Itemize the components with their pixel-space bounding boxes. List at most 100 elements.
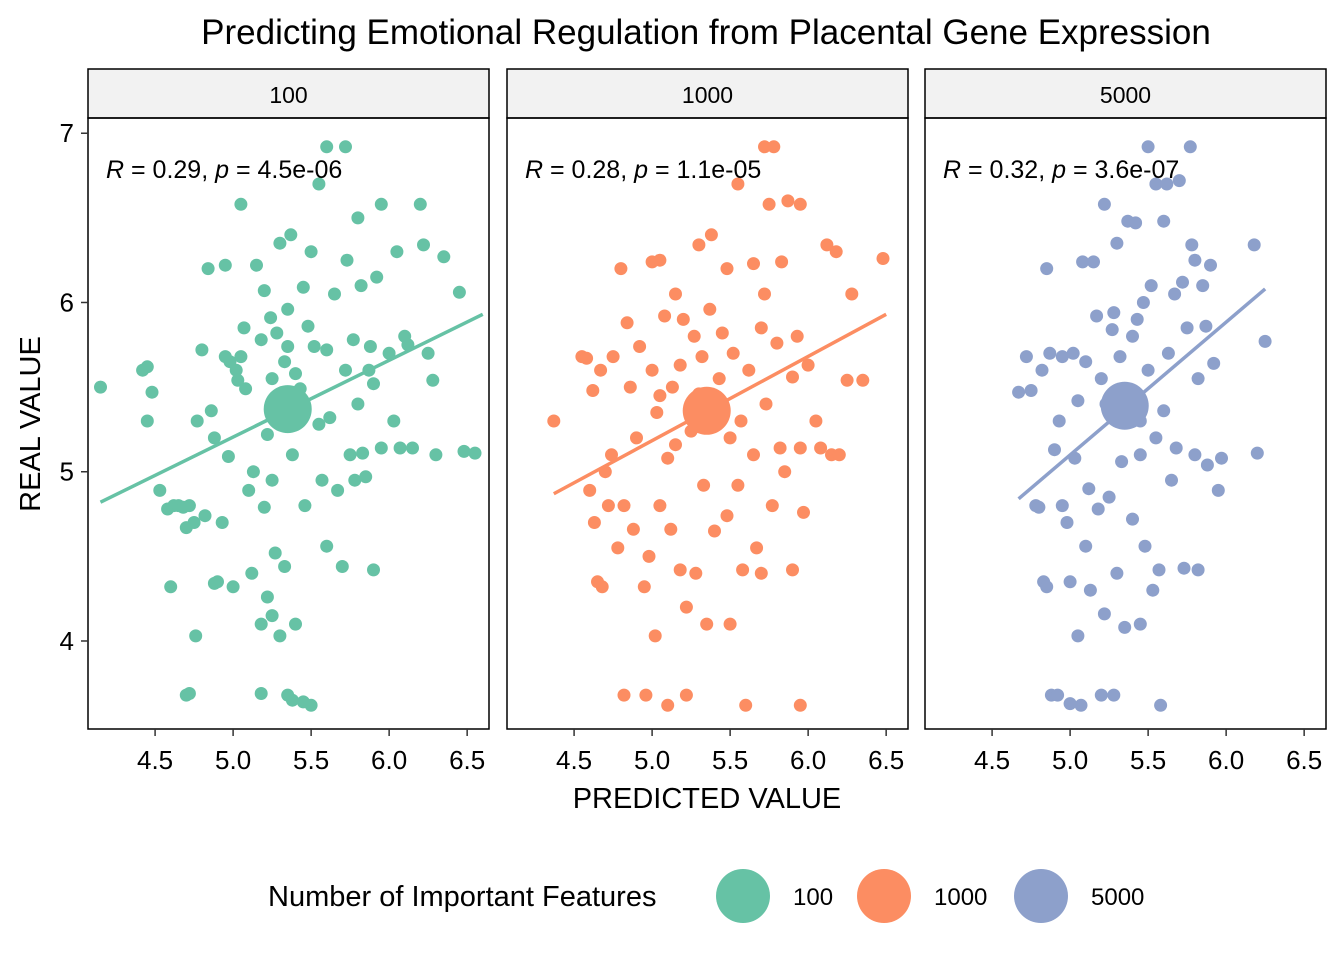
data-point xyxy=(94,380,107,394)
data-point xyxy=(204,404,218,418)
data-point xyxy=(234,350,248,364)
data-point xyxy=(606,350,620,364)
x-axis-5000: 4.5 5.0 5.5 6.0 6.5 xyxy=(974,729,1322,775)
x-tick-label: 6.5 xyxy=(449,745,485,775)
correlation-annotation: R = 0.28, p = 1.1e-05 xyxy=(525,156,761,184)
data-point xyxy=(723,617,737,631)
data-point xyxy=(320,539,334,553)
data-point xyxy=(832,448,846,462)
data-point xyxy=(594,363,608,377)
data-point xyxy=(840,373,854,387)
data-point xyxy=(1157,214,1171,228)
data-point xyxy=(1040,580,1054,594)
data-point xyxy=(190,414,204,428)
data-point xyxy=(1146,583,1160,597)
data-point xyxy=(1169,441,1183,455)
data-point xyxy=(689,566,703,580)
data-point xyxy=(786,563,799,577)
data-point xyxy=(747,448,760,462)
data-point xyxy=(273,629,287,643)
data-point xyxy=(664,522,678,536)
data-point xyxy=(285,448,299,462)
data-point xyxy=(601,499,615,513)
legend-title: Number of Important Features xyxy=(268,881,656,913)
data-point xyxy=(270,326,284,340)
data-point xyxy=(605,448,618,462)
data-point xyxy=(720,509,734,523)
data-point xyxy=(611,541,625,555)
data-point xyxy=(278,560,292,573)
data-point xyxy=(765,499,779,513)
x-tick-label: 4.5 xyxy=(974,745,1010,775)
data-point xyxy=(1055,350,1069,364)
data-point xyxy=(773,441,787,455)
data-point xyxy=(653,253,667,267)
data-point xyxy=(669,287,682,301)
data-points xyxy=(94,140,482,712)
data-point xyxy=(617,688,631,702)
data-point xyxy=(189,629,203,643)
data-point xyxy=(653,389,667,403)
data-point xyxy=(726,346,740,360)
data-point xyxy=(339,363,352,377)
data-point xyxy=(623,380,637,394)
data-point xyxy=(1071,394,1085,408)
facet-panels: 100 R = 0.29, p = 4.5e-06 1000 R = 0.28, p … xyxy=(87,68,1327,730)
data-point xyxy=(1191,563,1205,577)
data-point xyxy=(351,211,365,225)
data-point xyxy=(187,516,201,529)
legend-entry-5000: 5000 xyxy=(1014,869,1144,923)
data-point xyxy=(758,287,771,301)
data-point xyxy=(1110,236,1124,250)
legend-key xyxy=(1014,869,1068,923)
data-point xyxy=(856,373,870,387)
data-point xyxy=(374,197,388,211)
data-point xyxy=(315,473,329,487)
data-point xyxy=(265,609,279,623)
data-point xyxy=(650,406,664,419)
data-point xyxy=(356,446,370,460)
data-point xyxy=(260,590,274,604)
data-point xyxy=(1012,385,1026,399)
data-point xyxy=(207,431,221,445)
data-point xyxy=(1149,177,1163,191)
data-point xyxy=(237,321,251,335)
data-point xyxy=(387,414,401,428)
data-point xyxy=(720,262,734,276)
data-point xyxy=(1052,414,1066,428)
panel-5000: 5000 R = 0.32, p = 3.6e-07 xyxy=(924,68,1327,730)
data-point xyxy=(673,358,687,372)
data-point xyxy=(1105,323,1119,337)
correlation-annotation: R = 0.29, p = 4.5e-06 xyxy=(106,156,342,184)
chart-title: Predicting Emotional Regulation from Pla… xyxy=(201,13,1211,52)
panel-strip xyxy=(506,68,909,119)
data-point xyxy=(614,262,628,276)
data-point xyxy=(281,302,295,316)
data-point xyxy=(801,358,815,372)
data-point xyxy=(1136,296,1150,309)
data-point xyxy=(1087,255,1100,269)
data-point xyxy=(1055,499,1069,513)
data-point xyxy=(809,414,823,428)
data-point xyxy=(587,516,601,529)
data-point xyxy=(1079,539,1093,553)
panel-border xyxy=(924,117,1327,730)
data-point xyxy=(1215,451,1228,465)
legend-key xyxy=(857,869,911,923)
x-tick-label: 5.0 xyxy=(215,745,251,775)
data-point xyxy=(421,346,435,360)
data-point xyxy=(715,326,729,340)
x-tick-label: 6.0 xyxy=(790,745,826,775)
stat-symbol: R xyxy=(525,156,543,184)
data-point xyxy=(793,197,807,211)
data-point xyxy=(679,688,693,702)
data-point xyxy=(742,363,756,377)
data-point xyxy=(348,473,362,487)
data-point xyxy=(328,287,341,301)
data-point xyxy=(320,140,334,154)
y-tick-label: 6 xyxy=(60,287,74,317)
data-point xyxy=(661,698,675,712)
mean-point xyxy=(263,385,312,434)
data-point xyxy=(750,541,764,555)
x-tick-label: 5.5 xyxy=(293,745,329,775)
